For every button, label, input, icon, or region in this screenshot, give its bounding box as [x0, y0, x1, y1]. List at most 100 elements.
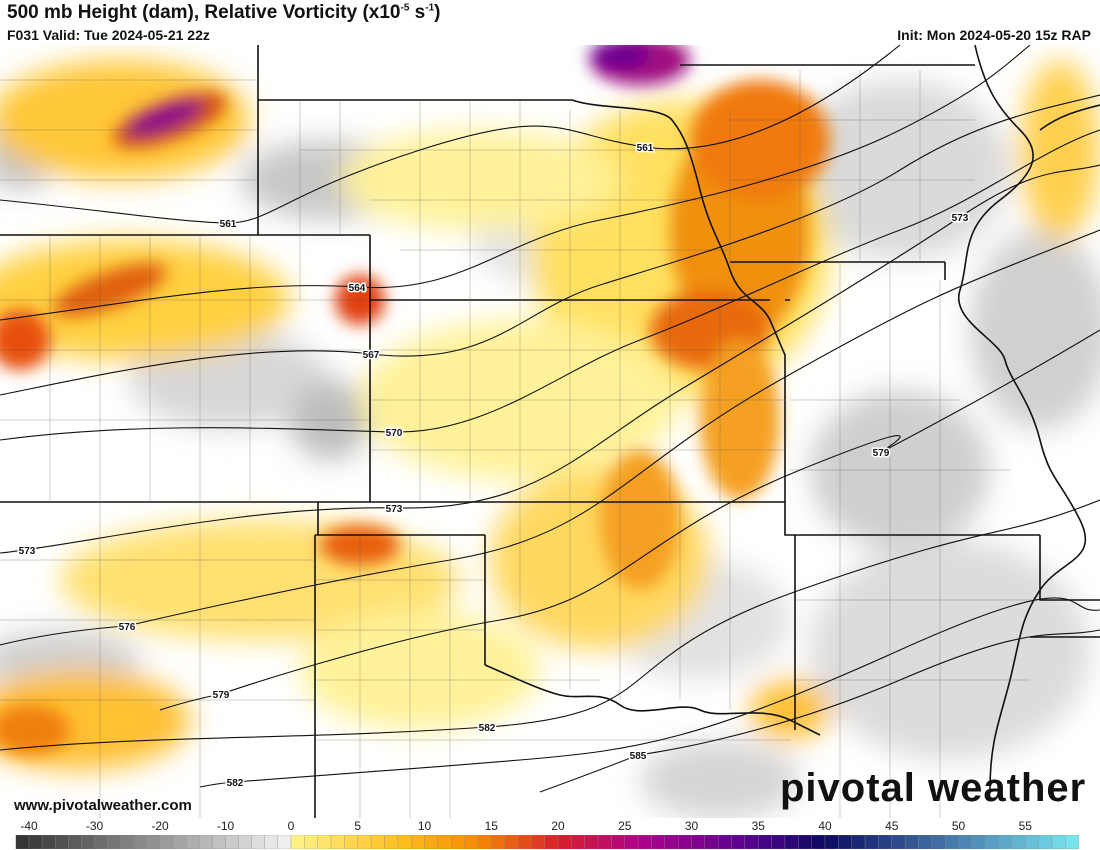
- colorbar-cell: [1051, 835, 1066, 849]
- colorbar-cell: [731, 835, 746, 849]
- colorbar-cell: [344, 835, 358, 849]
- colorbar-cell: [571, 835, 585, 849]
- colorbar-cell: [758, 835, 772, 849]
- contour-label: 582: [479, 723, 496, 734]
- colorbar-cell: [357, 835, 372, 849]
- colorbar-cell: [264, 835, 279, 849]
- contour-labels: 561 561 564 567 570 573 573 573 576 579 …: [17, 142, 970, 791]
- colorbar-cell: [317, 835, 332, 849]
- colorbar-cell: [1025, 835, 1039, 849]
- colorbar-cells: [15, 835, 1079, 849]
- colorbar-tick-label: 30: [684, 819, 699, 833]
- colorbar-cell: [397, 835, 412, 849]
- colorbar-cell: [891, 835, 906, 849]
- colorbar-cell: [998, 835, 1013, 849]
- colorbar-cell: [824, 835, 839, 849]
- colorbar-tick-label: -40: [20, 819, 38, 833]
- colorbar-cell: [971, 835, 986, 849]
- colorbar-cell: [410, 835, 425, 849]
- colorbar-cell: [1065, 835, 1079, 849]
- colorbar-cell: [718, 835, 732, 849]
- county-lines: [0, 70, 1040, 818]
- colorbar-cell: [798, 835, 812, 849]
- colorbar-tick-label: -10: [216, 819, 235, 833]
- colorbar-cell: [94, 835, 108, 849]
- contour-label: 579: [873, 448, 890, 459]
- init-time: Init: Mon 2024-05-20 15z RAP: [897, 27, 1091, 43]
- colorbar-cell: [651, 835, 665, 849]
- valid-time: F031 Valid: Tue 2024-05-21 22z: [7, 27, 210, 43]
- contour-label: 579: [213, 690, 230, 701]
- colorbar-cell: [744, 835, 759, 849]
- colorbar-tick-label: 5: [354, 819, 362, 833]
- colorbar-cell: [878, 835, 892, 849]
- colorbar-cell: [172, 835, 187, 849]
- colorbar-cell: [624, 835, 639, 849]
- colorbar-cell: [370, 835, 385, 849]
- colorbar-cell: [384, 835, 398, 849]
- contour-label: 573: [386, 504, 403, 515]
- contour-label: 585: [630, 751, 647, 762]
- colorbar-cell: [985, 835, 999, 849]
- colorbar-cell: [504, 835, 519, 849]
- colorbar-cell: [664, 835, 679, 849]
- colorbar-tick-label: 20: [551, 819, 565, 833]
- colorbar-cell: [330, 835, 345, 849]
- contour-label: 561: [637, 143, 654, 154]
- colorbar-cell: [784, 835, 799, 849]
- colorbar-cell: [133, 835, 148, 849]
- contour-label: 564: [349, 283, 366, 294]
- colorbar-cell: [464, 835, 479, 849]
- colorbar-cell: [704, 835, 719, 849]
- colorbar-tick-label: -20: [151, 819, 169, 833]
- colorbar-tick-label: 10: [417, 819, 432, 833]
- colorbar-cell: [277, 835, 292, 849]
- colorbar-cell: [146, 835, 161, 849]
- map-title: 500 mb Height (dam), Relative Vorticity …: [7, 2, 441, 23]
- colorbar-cell: [304, 835, 318, 849]
- header: 500 mb Height (dam), Relative Vorticity …: [0, 0, 1100, 45]
- colorbar-tick-label: 35: [751, 819, 765, 833]
- colorbar-cell: [1038, 835, 1053, 849]
- colorbar-cell: [28, 835, 43, 849]
- colorbar-cell: [838, 835, 852, 849]
- colorbar-tick-label: 50: [951, 819, 966, 833]
- colorbar-cell: [477, 835, 492, 849]
- colorbar-cell: [918, 835, 932, 849]
- colorbar-cell: [904, 835, 919, 849]
- colorbar-cell: [238, 835, 252, 849]
- contour-label: 561: [220, 219, 237, 230]
- colorbar-cell: [251, 835, 265, 849]
- colorbar-cell: [55, 835, 69, 849]
- colorbar-cell: [41, 835, 56, 849]
- colorbar-cell: [931, 835, 946, 849]
- colorbar-cell: [811, 835, 826, 849]
- colorbar-cell: [517, 835, 532, 849]
- contour-label: 576: [119, 622, 136, 633]
- colorbar-cell: [451, 835, 465, 849]
- colorbar-tick-label: 55: [1018, 819, 1032, 833]
- colorbar-tick-label: -30: [85, 819, 104, 833]
- colorbar-cell: [491, 835, 505, 849]
- height-contours: [0, 45, 1100, 793]
- colorbar-cell: [290, 835, 305, 849]
- colorbar-cell: [107, 835, 121, 849]
- colorbar-cell: [186, 835, 200, 849]
- contour-label: 567: [363, 350, 380, 361]
- colorbar-cell: [557, 835, 572, 849]
- colorbar-cell: [864, 835, 879, 849]
- contour-label: 570: [386, 428, 403, 439]
- website-url: www.pivotalweather.com: [14, 797, 192, 814]
- colorbar-cell: [199, 835, 213, 849]
- colorbar-cell: [15, 835, 30, 849]
- colorbar-cell: [424, 835, 439, 849]
- colorbar-cell: [212, 835, 226, 849]
- colorbar-cell: [531, 835, 545, 849]
- colorbar-tick-label: 25: [618, 819, 632, 833]
- vorticity-map: 561 561 564 567 570 573 573 573 576 579 …: [0, 45, 1100, 818]
- colorbar-cell: [611, 835, 625, 849]
- colorbar-tick-label: 45: [885, 819, 899, 833]
- colorbar-cell: [771, 835, 786, 849]
- colorbar-tick-label: 0: [287, 819, 295, 833]
- colorbar-cell: [597, 835, 612, 849]
